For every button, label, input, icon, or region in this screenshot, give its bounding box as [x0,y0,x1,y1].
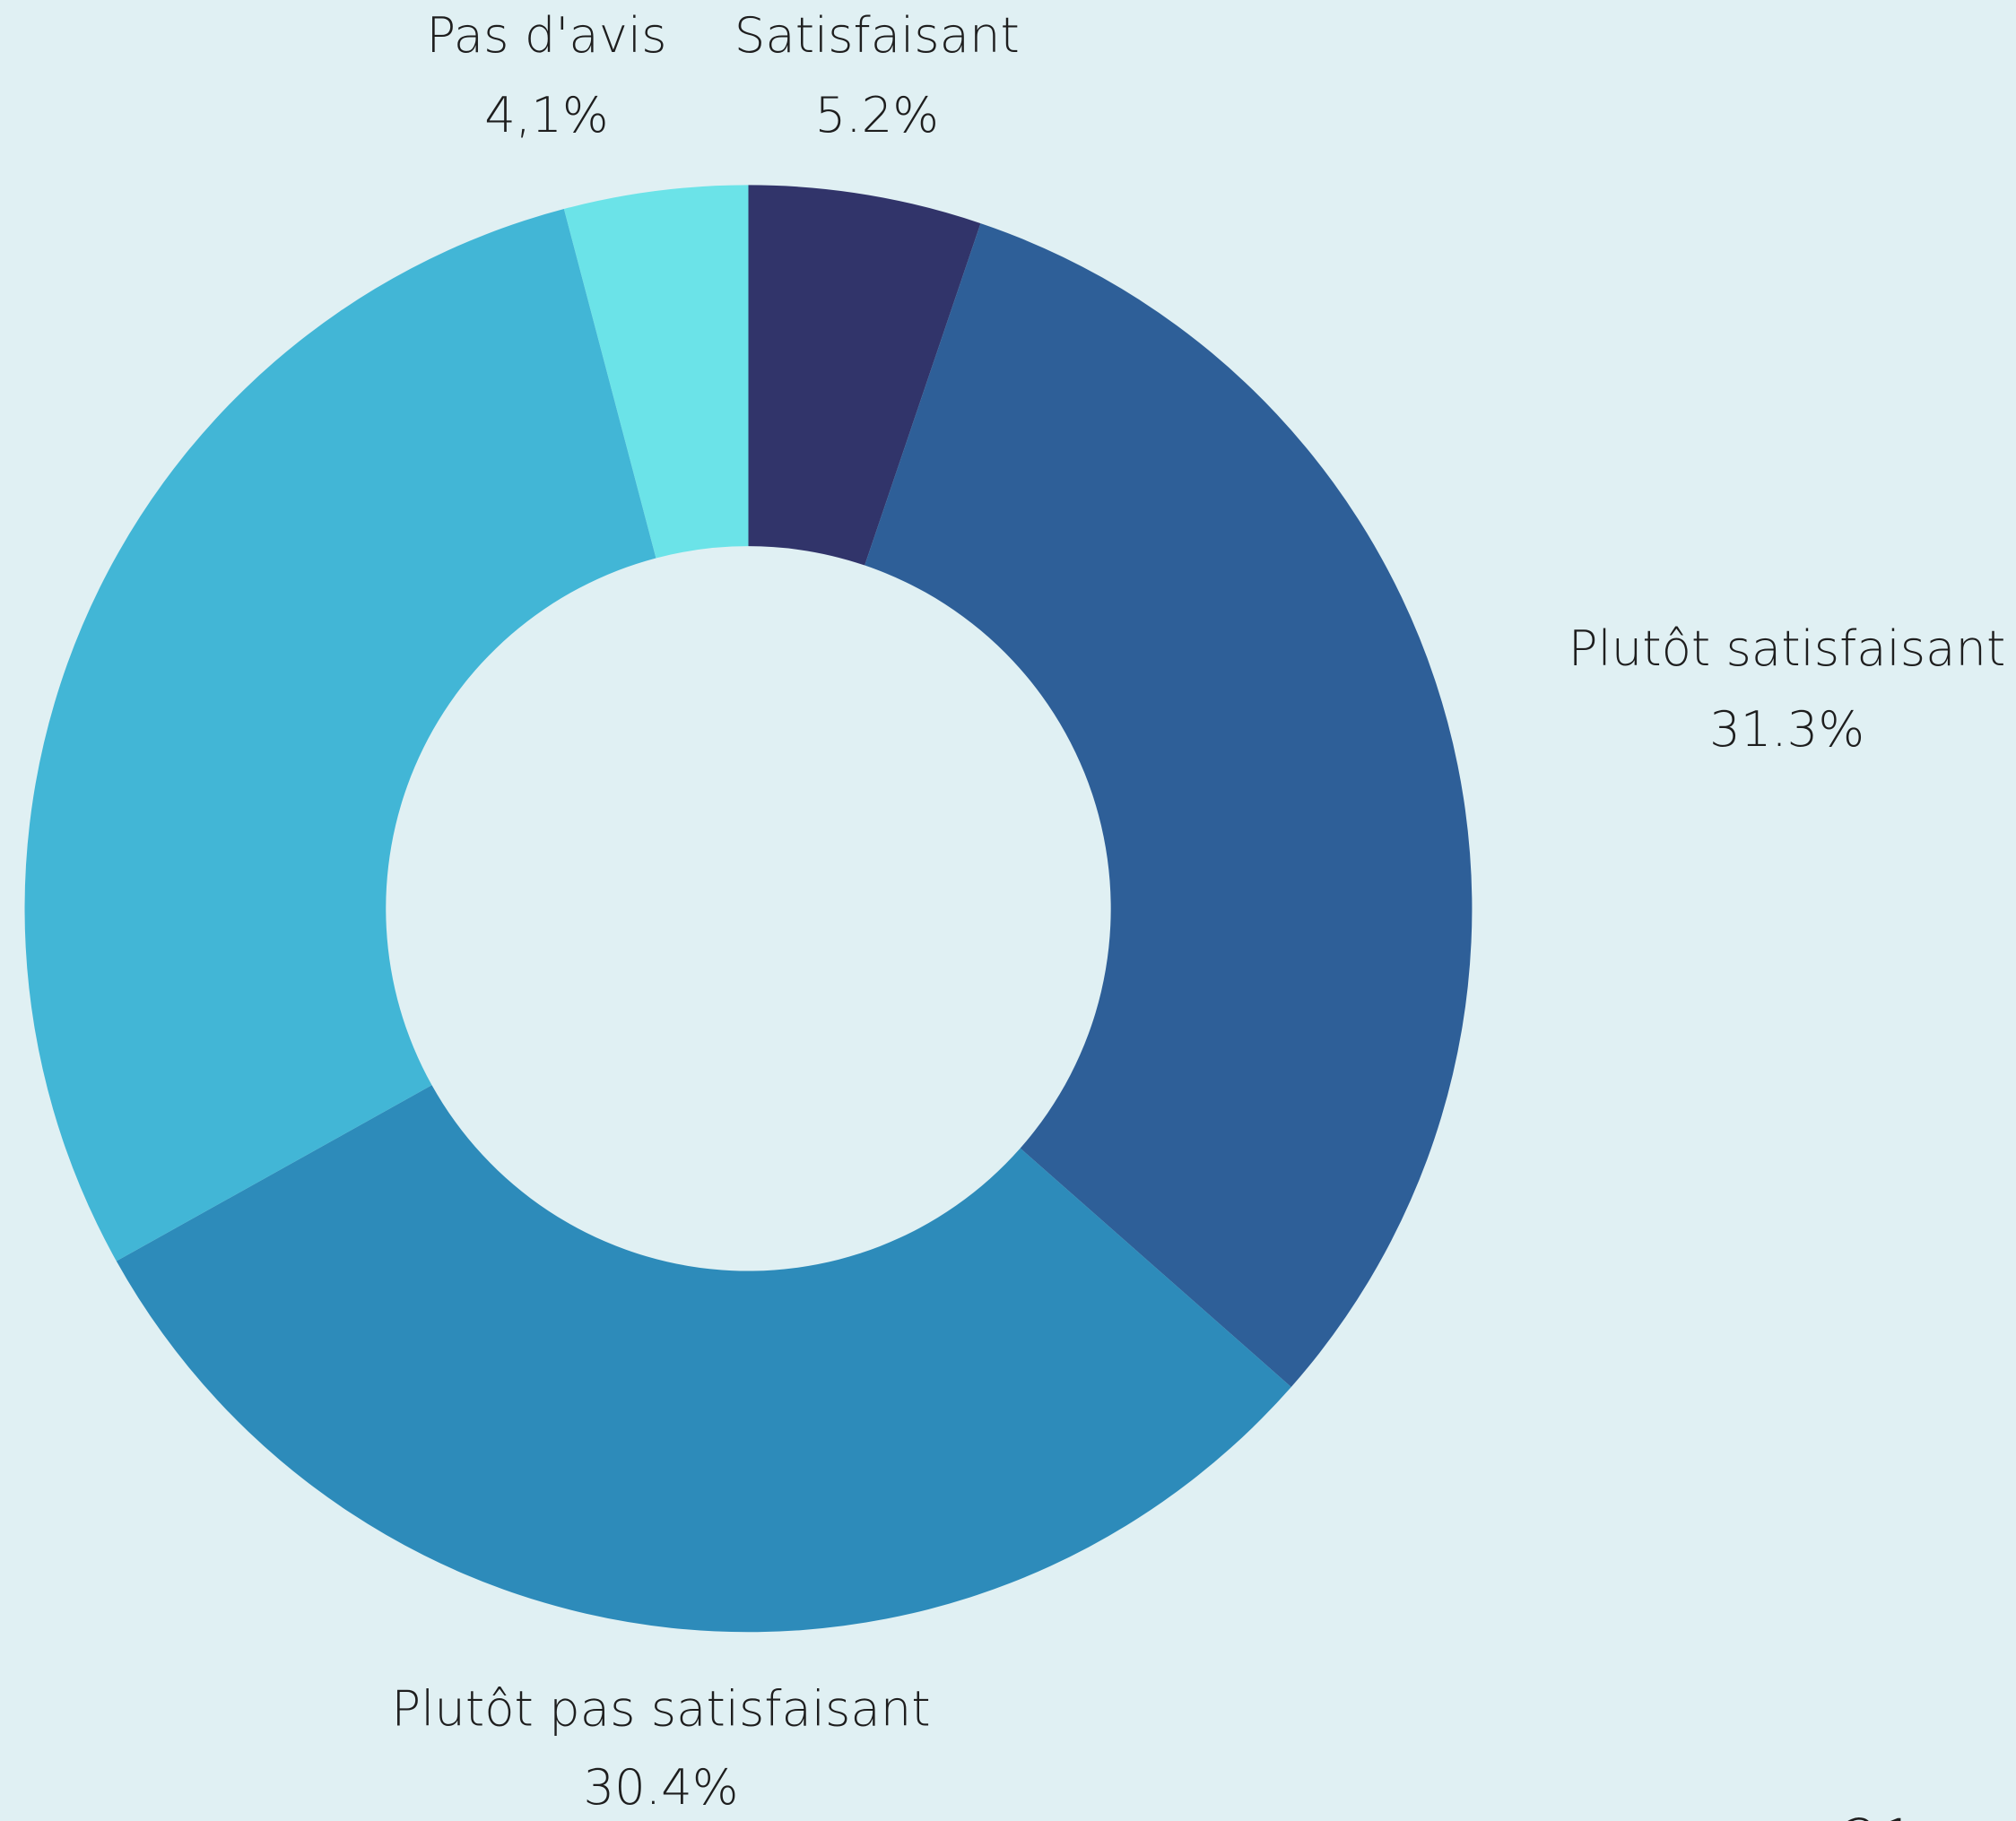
slice-value-label: 5.2% [815,86,939,143]
page-number: 21 [1842,1807,1917,1821]
slice-label: Plutôt satisfaisant [1568,620,2006,677]
slice-value-label: 31.3% [1709,700,1864,758]
slice-label: Plutôt pas satisfaisant [391,1679,930,1737]
donut-slice [748,185,981,566]
slice-value-label: 30.4% [584,1758,739,1816]
slice-value-label: 4,1% [484,86,608,143]
donut-slice [116,1085,1291,1633]
donut-slice [563,185,749,559]
donut-slice [24,209,656,1262]
slice-label: Satisfaisant [734,6,1020,64]
donut-slice [865,223,1473,1387]
slice-label: Pas d'avis [426,6,666,64]
